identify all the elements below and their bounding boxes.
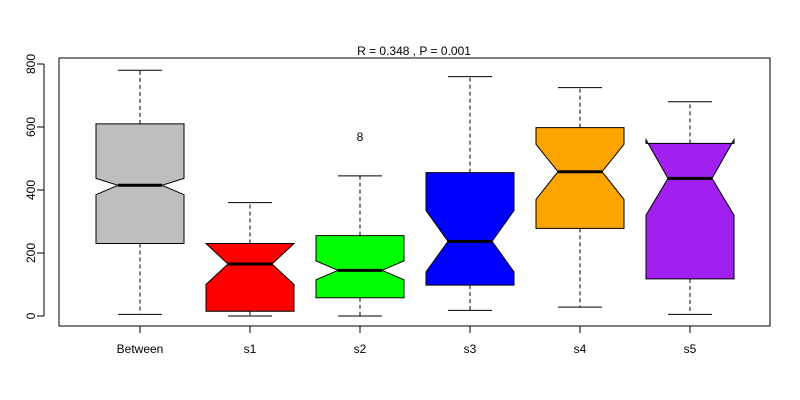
box-series <box>95 69 735 317</box>
notched-box <box>535 127 625 229</box>
y-tick-label: 400 <box>24 180 38 200</box>
y-tick-label: 0 <box>24 312 38 319</box>
box-between <box>95 69 185 315</box>
y-tick-label: 200 <box>24 243 38 263</box>
notched-box <box>645 137 735 280</box>
box-s1 <box>204 202 296 317</box>
x-tick-label: s5 <box>684 342 697 356</box>
box-s4 <box>535 87 625 308</box>
notched-box <box>95 123 185 245</box>
notched-box <box>315 235 405 299</box>
y-tick-label: 600 <box>24 117 38 137</box>
y-tick-label: 800 <box>24 54 38 74</box>
box-s2 <box>315 175 405 317</box>
x-axis: Between s1 s2 s3 s4 s5 <box>117 325 697 356</box>
annotations: 8 <box>357 130 364 144</box>
notched-box <box>425 172 515 286</box>
chart-title: R = 0.348 , P = 0.001 <box>357 44 471 58</box>
box-s5 <box>645 101 735 315</box>
notched-box <box>204 243 296 312</box>
y-axis: 0 200 400 600 800 <box>24 54 45 319</box>
x-tick-label: s3 <box>464 342 477 356</box>
x-tick-label: Between <box>117 342 164 356</box>
box-s3 <box>425 76 515 311</box>
annotation-label: 8 <box>357 130 364 144</box>
x-tick-label: s2 <box>354 342 367 356</box>
x-tick-label: s4 <box>574 342 587 356</box>
x-tick-label: s1 <box>244 342 257 356</box>
